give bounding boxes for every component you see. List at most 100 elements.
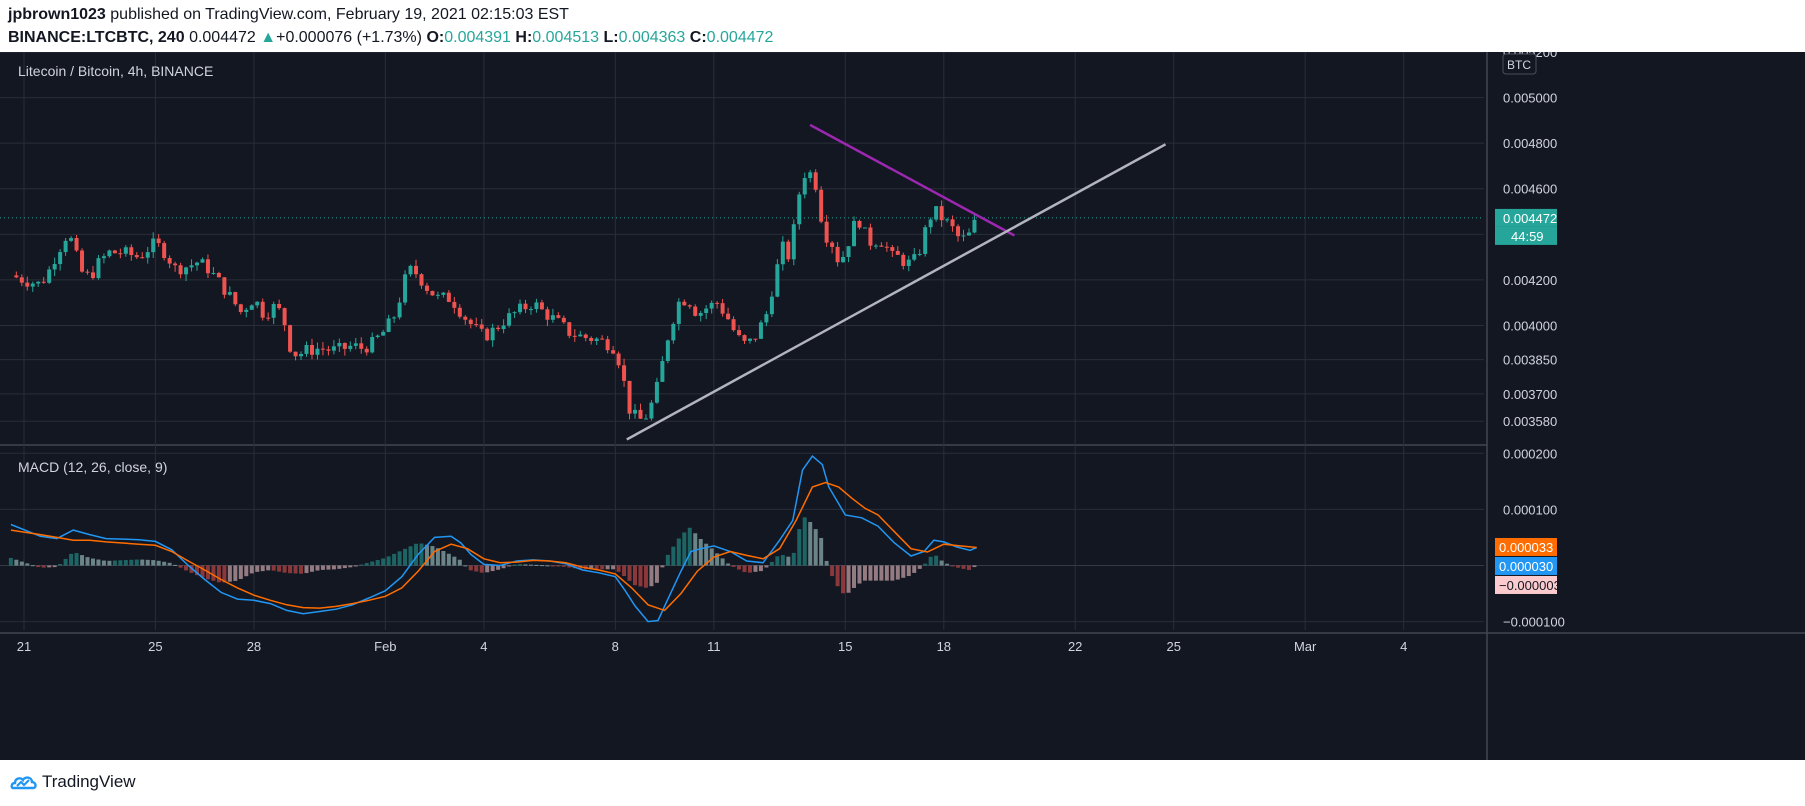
macd-histogram-bar <box>501 565 506 569</box>
macd-histogram-bar <box>326 565 331 570</box>
y-tick-label: 0.003850 <box>1503 353 1557 368</box>
author-name[interactable]: jpbrown1023 <box>8 6 106 23</box>
macd-histogram-bar <box>791 552 796 566</box>
macd-histogram-bar <box>266 565 271 571</box>
macd-histogram-bar <box>244 565 249 577</box>
macd-histogram-bar <box>627 565 632 581</box>
macd-histogram-bar <box>682 532 687 566</box>
candle-body <box>523 303 528 310</box>
macd-value-tag <box>1495 575 1557 594</box>
brand-name[interactable]: TradingView <box>42 772 136 791</box>
candle-body <box>205 259 210 274</box>
macd-histogram-bar <box>441 550 446 566</box>
candle-body <box>857 220 862 228</box>
candle-body <box>424 285 429 291</box>
macd-histogram-bar <box>129 559 134 566</box>
candle-body <box>63 240 68 253</box>
countdown-tag <box>1495 226 1557 245</box>
macd-histogram-bar <box>392 553 397 566</box>
candle-body <box>665 340 670 361</box>
tradingview-logo-icon[interactable] <box>10 772 38 794</box>
candle-body <box>441 292 446 295</box>
candle-body <box>594 338 599 342</box>
macd-histogram-bar <box>370 561 375 566</box>
candle-body <box>791 224 796 260</box>
candle-body <box>156 238 161 244</box>
last-price-tag <box>1495 208 1557 227</box>
macd-y-tick-label: 0.000100 <box>1503 502 1557 517</box>
candle-body <box>720 303 725 314</box>
x-tick-label: 22 <box>1068 639 1082 654</box>
macd-histogram-bar <box>956 565 961 568</box>
currency-badge[interactable] <box>1502 53 1537 75</box>
candle-body <box>923 227 928 254</box>
macd-histogram-bar <box>923 563 928 566</box>
candle-body <box>912 254 917 260</box>
candle-body <box>342 342 347 349</box>
symbol-name: BINANCE:LTCBTC, 240 <box>8 29 185 46</box>
macd-histogram-bar <box>479 565 484 573</box>
macd-histogram-bar <box>485 565 490 573</box>
publish-info: published on TradingView.com, February 1… <box>110 6 569 23</box>
macd-value-label: 0.000033 <box>1499 540 1553 555</box>
candle-body <box>649 402 654 419</box>
trendlines[interactable] <box>626 123 1167 441</box>
macd-histogram-bar <box>397 551 402 566</box>
macd-histogram-bar <box>30 565 35 567</box>
candle-body <box>583 334 588 338</box>
macd-histogram-bar <box>304 565 309 574</box>
macd-histogram-bar <box>162 561 167 566</box>
candle-body <box>408 265 413 275</box>
candle-body <box>271 303 276 318</box>
candle-body <box>178 265 183 275</box>
macd-histogram-bar <box>490 565 495 572</box>
macd-histogram-bar <box>523 564 528 566</box>
high-label: H: <box>515 29 533 46</box>
y-tick-label: 0.003700 <box>1503 387 1557 402</box>
candle-body <box>293 351 298 357</box>
candle-body <box>622 365 627 381</box>
candle-body <box>457 307 462 317</box>
macd-histogram-bar <box>52 565 57 568</box>
currency-badge-label: BTC <box>1507 58 1531 72</box>
candle-body <box>370 337 375 353</box>
candle-body <box>80 250 85 272</box>
candle-body <box>485 328 490 341</box>
macd-histogram-bar <box>841 565 846 594</box>
macd-histogram-bar <box>890 565 895 581</box>
candle-body <box>282 308 287 326</box>
macd-histogram-bar <box>359 564 364 566</box>
macd-y-tick-label: −0.000100 <box>1503 615 1565 630</box>
macd-histogram-bar <box>430 546 435 566</box>
candle-body <box>698 313 703 316</box>
macd-value-tag <box>1495 537 1557 556</box>
candle-body <box>474 324 479 326</box>
candle-body <box>435 294 440 296</box>
candle-body <box>249 305 254 310</box>
macd-histogram-bar <box>353 565 358 567</box>
close-label: C: <box>689 29 707 46</box>
macd-histogram-bar <box>966 565 971 570</box>
macd-histogram-bar <box>715 553 720 566</box>
candle-body <box>419 274 424 286</box>
candle-body <box>934 206 939 220</box>
candle-body <box>151 238 156 253</box>
x-tick-label: 15 <box>838 639 852 654</box>
chart-area[interactable]: 212528Feb481115182225Mar40.0052000.00500… <box>0 52 1805 760</box>
candle-body <box>769 296 774 315</box>
candle-body <box>928 219 933 228</box>
macd-histogram-bar <box>293 565 298 574</box>
macd-histogram-bar <box>676 538 681 566</box>
macd-histogram-bar <box>222 565 227 583</box>
ohlc-line: BINANCE:LTCBTC, 240 0.004472 ▲+0.000076 … <box>8 29 773 47</box>
x-tick-label: 25 <box>1167 639 1181 654</box>
macd-histogram <box>8 517 977 594</box>
candle-body <box>950 219 955 227</box>
macd-histogram-bar <box>271 565 276 571</box>
macd-histogram-bar <box>468 565 473 571</box>
macd-histogram-bar <box>934 555 939 566</box>
macd-histogram-bar <box>277 565 282 572</box>
candle-body <box>359 343 364 349</box>
candle-body <box>14 275 19 278</box>
candle-body <box>446 292 451 302</box>
